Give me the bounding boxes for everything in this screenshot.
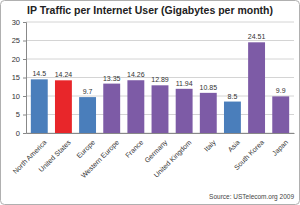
bar bbox=[200, 93, 217, 133]
data-label: 9.7 bbox=[83, 88, 93, 95]
y-tick-label: 30 bbox=[12, 18, 20, 27]
x-tick-label: Japan bbox=[271, 139, 290, 158]
bar bbox=[55, 80, 72, 133]
chart: IP Traffic per Internet User (Gigabytes … bbox=[0, 0, 300, 205]
x-tick: Asia bbox=[226, 133, 241, 153]
x-tick: Europe bbox=[75, 133, 97, 160]
y-tick: 30 bbox=[12, 18, 26, 27]
bars bbox=[31, 42, 289, 133]
x-tick-label: United Kingdom bbox=[153, 138, 194, 179]
y-tick-label: 5 bbox=[16, 110, 20, 119]
data-label: 14.26 bbox=[127, 71, 145, 78]
data-label: 9.9 bbox=[276, 87, 286, 94]
y-tick-mark bbox=[23, 22, 26, 23]
x-tick-label: United States bbox=[37, 138, 72, 173]
y-tick-mark bbox=[23, 59, 26, 60]
y-tick-mark bbox=[23, 115, 26, 116]
annotation: Source: USTelecom.org 2009 bbox=[209, 193, 294, 201]
y-tick-label: 25 bbox=[12, 36, 20, 45]
y-axis: 0 5 10 15 20 25 30 bbox=[12, 18, 27, 138]
x-tick-label: Italy bbox=[203, 138, 218, 153]
bar bbox=[224, 102, 241, 133]
x-tick-label: Western Europe bbox=[80, 139, 121, 180]
x-tick: Italy bbox=[203, 133, 218, 153]
bar bbox=[176, 89, 193, 133]
x-tick-label: France bbox=[124, 139, 144, 159]
x-tick-label: South Korea bbox=[233, 139, 266, 172]
x-tick: Japan bbox=[271, 133, 290, 158]
y-axis-line bbox=[23, 23, 27, 134]
y-tick-mark bbox=[23, 78, 26, 79]
x-axis-line bbox=[27, 133, 295, 134]
data-label: 14.5 bbox=[32, 70, 46, 77]
y-tick-mark bbox=[23, 96, 26, 97]
data-label: 11.94 bbox=[176, 80, 193, 87]
data-label: 8.5 bbox=[228, 93, 238, 100]
y-tick: 5 bbox=[16, 110, 26, 119]
bar bbox=[152, 85, 169, 133]
chart-frame bbox=[1, 1, 300, 205]
x-tick: South Korea bbox=[233, 133, 266, 171]
data-label: 14.24 bbox=[55, 71, 73, 78]
y-tick: 20 bbox=[12, 55, 26, 64]
plot: 0 5 10 15 20 25 30 North AmericaUnited StatesEu… bbox=[12, 18, 295, 180]
title: IP Traffic per Internet User (Gigabytes … bbox=[27, 4, 273, 16]
y-tick-mark bbox=[23, 133, 26, 134]
bar bbox=[272, 96, 289, 133]
data-label: 24.51 bbox=[248, 33, 266, 40]
bar bbox=[79, 97, 96, 133]
grid-line bbox=[26, 22, 294, 23]
data-labels: 14.5 14.24 9.7 13.35 14.26 12.89 11.94 10.85 8.5… bbox=[32, 33, 285, 99]
x-tick: United States bbox=[37, 133, 72, 173]
bar bbox=[103, 84, 120, 133]
y-tick: 10 bbox=[12, 92, 26, 101]
y-tick: 0 bbox=[16, 129, 26, 138]
bar bbox=[127, 80, 144, 133]
x-tick: United Kingdom bbox=[153, 133, 194, 179]
y-tick-label: 15 bbox=[12, 73, 20, 82]
y-tick-mark bbox=[23, 41, 26, 42]
data-label: 12.89 bbox=[151, 76, 169, 83]
bar bbox=[31, 79, 48, 133]
x-tick: France bbox=[124, 133, 144, 159]
y-tick: 25 bbox=[12, 36, 26, 45]
data-label: 10.85 bbox=[200, 84, 218, 91]
x-tick: Western Europe bbox=[80, 133, 121, 180]
x-axis: North AmericaUnited StatesEuropeWestern … bbox=[12, 133, 295, 180]
data-label: 13.35 bbox=[103, 75, 121, 82]
y-tick: 15 bbox=[12, 73, 26, 82]
x-tick-label: Europe bbox=[75, 139, 97, 161]
bar bbox=[248, 42, 265, 133]
x-tick-label: Asia bbox=[226, 139, 241, 154]
y-tick-label: 20 bbox=[12, 55, 20, 64]
y-tick-label: 10 bbox=[12, 92, 20, 101]
y-tick-label: 0 bbox=[16, 129, 20, 138]
grid bbox=[26, 22, 294, 133]
